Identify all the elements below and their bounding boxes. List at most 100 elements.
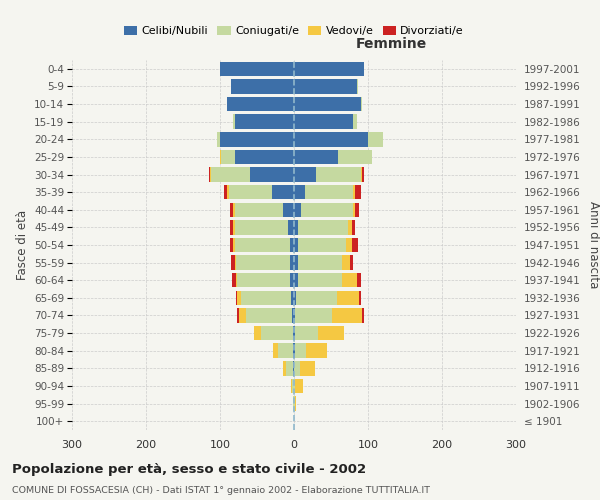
- Bar: [211, 168, 294, 181]
- Bar: [211, 168, 294, 181]
- Bar: [230, 220, 294, 234]
- Bar: [294, 79, 358, 94]
- Bar: [220, 150, 294, 164]
- Bar: [230, 238, 294, 252]
- Bar: [294, 256, 342, 270]
- Bar: [294, 62, 364, 76]
- Text: Popolazione per età, sesso e stato civile - 2002: Popolazione per età, sesso e stato civil…: [12, 462, 366, 475]
- Bar: [286, 361, 294, 376]
- Bar: [294, 308, 364, 322]
- Bar: [278, 344, 294, 358]
- Bar: [283, 361, 294, 376]
- Bar: [283, 361, 294, 376]
- Bar: [262, 326, 294, 340]
- Bar: [294, 79, 358, 94]
- Bar: [227, 97, 294, 112]
- Bar: [294, 344, 326, 358]
- Bar: [231, 256, 294, 270]
- Bar: [294, 290, 296, 305]
- Bar: [209, 168, 294, 181]
- Bar: [294, 378, 295, 393]
- Bar: [294, 185, 355, 200]
- Bar: [235, 220, 294, 234]
- Bar: [294, 220, 348, 234]
- Bar: [220, 62, 294, 76]
- Bar: [237, 308, 294, 322]
- Bar: [294, 220, 355, 234]
- Bar: [272, 185, 294, 200]
- Bar: [294, 361, 315, 376]
- Bar: [294, 273, 298, 287]
- Bar: [236, 290, 294, 305]
- Bar: [220, 150, 294, 164]
- Bar: [294, 150, 372, 164]
- Bar: [250, 168, 294, 181]
- Bar: [233, 114, 294, 129]
- Bar: [293, 396, 294, 411]
- Bar: [293, 396, 294, 411]
- Bar: [294, 396, 296, 411]
- Bar: [241, 290, 294, 305]
- Text: Femmine: Femmine: [356, 37, 427, 51]
- Bar: [254, 326, 294, 340]
- Bar: [294, 256, 353, 270]
- Bar: [231, 79, 294, 94]
- Bar: [283, 202, 294, 217]
- Bar: [293, 326, 294, 340]
- Bar: [294, 79, 357, 94]
- Bar: [293, 361, 294, 376]
- Bar: [294, 308, 362, 322]
- Bar: [291, 378, 294, 393]
- Bar: [231, 79, 294, 94]
- Bar: [227, 97, 294, 112]
- Bar: [220, 62, 294, 76]
- Bar: [294, 114, 357, 129]
- Bar: [217, 132, 294, 146]
- Bar: [230, 202, 294, 217]
- Text: COMUNE DI FOSSACESIA (CH) - Dati ISTAT 1° gennaio 2002 - Elaborazione TUTTITALIA: COMUNE DI FOSSACESIA (CH) - Dati ISTAT 1…: [12, 486, 430, 495]
- Bar: [294, 150, 373, 164]
- Bar: [294, 114, 357, 129]
- Bar: [294, 344, 295, 358]
- Bar: [294, 132, 383, 146]
- Bar: [294, 273, 357, 287]
- Bar: [237, 290, 294, 305]
- Bar: [294, 185, 305, 200]
- Bar: [294, 79, 358, 94]
- Bar: [291, 378, 294, 393]
- Bar: [294, 132, 383, 146]
- Bar: [294, 62, 364, 76]
- Bar: [294, 132, 368, 146]
- Bar: [294, 326, 295, 340]
- Bar: [233, 238, 294, 252]
- Bar: [227, 97, 294, 112]
- Bar: [294, 168, 362, 181]
- Bar: [294, 256, 349, 270]
- Bar: [294, 361, 315, 376]
- Bar: [235, 238, 294, 252]
- Bar: [294, 168, 361, 181]
- Bar: [292, 378, 294, 393]
- Bar: [233, 202, 294, 217]
- Bar: [294, 344, 306, 358]
- Bar: [294, 308, 295, 322]
- Bar: [294, 378, 303, 393]
- Bar: [294, 202, 359, 217]
- Bar: [246, 308, 294, 322]
- Bar: [294, 396, 296, 411]
- Bar: [236, 273, 294, 287]
- Bar: [294, 185, 361, 200]
- Bar: [294, 202, 301, 217]
- Bar: [272, 344, 294, 358]
- Bar: [294, 290, 337, 305]
- Bar: [233, 220, 294, 234]
- Bar: [294, 97, 361, 112]
- Bar: [294, 202, 353, 217]
- Bar: [294, 97, 362, 112]
- Bar: [294, 114, 353, 129]
- Bar: [294, 273, 342, 287]
- Bar: [236, 256, 294, 270]
- Bar: [294, 97, 362, 112]
- Bar: [292, 308, 294, 322]
- Bar: [235, 256, 294, 270]
